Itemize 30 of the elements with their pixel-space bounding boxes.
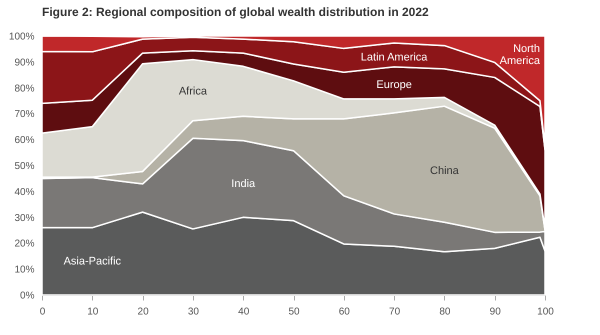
y-tick-label: 90%: [14, 57, 35, 68]
y-tick-label: 80%: [14, 83, 35, 94]
x-tick-label: 20: [138, 306, 150, 318]
series-label: Asia-Pacific: [64, 255, 122, 268]
series-label: North America: [500, 43, 541, 68]
chart-title: Figure 2: Regional composition of global wealth distribution in 2022: [42, 5, 430, 19]
x-tick-label: 50: [288, 306, 300, 318]
y-tick-label: 40%: [14, 186, 35, 198]
x-tick-label: 70: [389, 306, 401, 318]
series-label: Latin America: [360, 52, 428, 64]
y-tick-label: 100%: [8, 32, 35, 42]
y-tick-label: 60%: [14, 135, 35, 146]
x-tick-label: 40: [238, 306, 250, 318]
series-label: China: [430, 165, 460, 178]
x-tick-label: 90: [490, 306, 502, 318]
y-tick-label: 10%: [14, 264, 35, 276]
series-label: Europe: [376, 78, 412, 91]
x-tick-label: 10: [87, 306, 99, 318]
y-tick-label: 30%: [14, 212, 35, 224]
series-label: India: [231, 178, 256, 190]
y-tick-label: 50%: [14, 161, 35, 172]
y-tick-label: 20%: [14, 238, 35, 250]
y-tick-label: 0%: [20, 290, 35, 302]
series-label: Africa: [178, 85, 208, 98]
x-tick-label: 30: [188, 306, 200, 318]
x-tick-label: 0: [40, 306, 46, 318]
x-tick-label: 100: [537, 306, 554, 318]
x-tick-label: 60: [338, 306, 350, 318]
y-tick-label: 70%: [14, 109, 35, 120]
x-tick-label: 80: [439, 306, 451, 318]
